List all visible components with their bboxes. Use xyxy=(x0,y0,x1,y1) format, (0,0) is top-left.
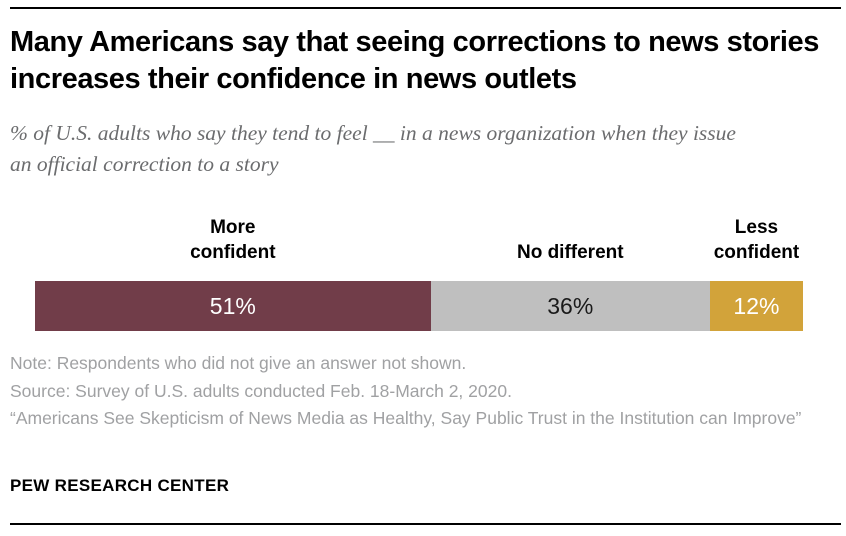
source-text: Source: Survey of U.S. adults conducted … xyxy=(10,380,512,401)
bottom-rule xyxy=(10,523,841,525)
footnotes: Note: Respondents who did not give an an… xyxy=(10,350,846,433)
bar-labels-row: More confident No different Less confident xyxy=(35,205,803,265)
stacked-bar: 51% 36% 12% xyxy=(35,281,803,331)
segment-label-less-confident: Less confident xyxy=(710,215,803,265)
page-title: Many Americans say that seeing correctio… xyxy=(10,26,819,95)
segment-label-line: Less xyxy=(734,217,779,238)
segment-label-more-confident: More confident xyxy=(35,215,431,265)
brand-wordmark: PEW RESEARCH CENTER xyxy=(10,476,230,495)
citation-text: “Americans See Skepticism of News Media … xyxy=(10,408,802,428)
bar-segment-more-confident: 51% xyxy=(35,281,431,331)
segment-label-line: confident xyxy=(713,242,800,263)
top-rule xyxy=(10,7,841,9)
segment-label-line: More xyxy=(210,217,256,238)
chart-subtitle: % of U.S. adults who say they tend to fe… xyxy=(10,121,736,176)
bar-segment-less-confident: 12% xyxy=(709,281,803,331)
segment-label-no-different: No different xyxy=(431,240,710,265)
bar-segment-no-different: 36% xyxy=(430,281,710,331)
segment-label-line: confident xyxy=(190,242,276,263)
segment-label-line: No different xyxy=(516,242,624,263)
note-text: Note: Respondents who did not give an an… xyxy=(10,353,467,373)
